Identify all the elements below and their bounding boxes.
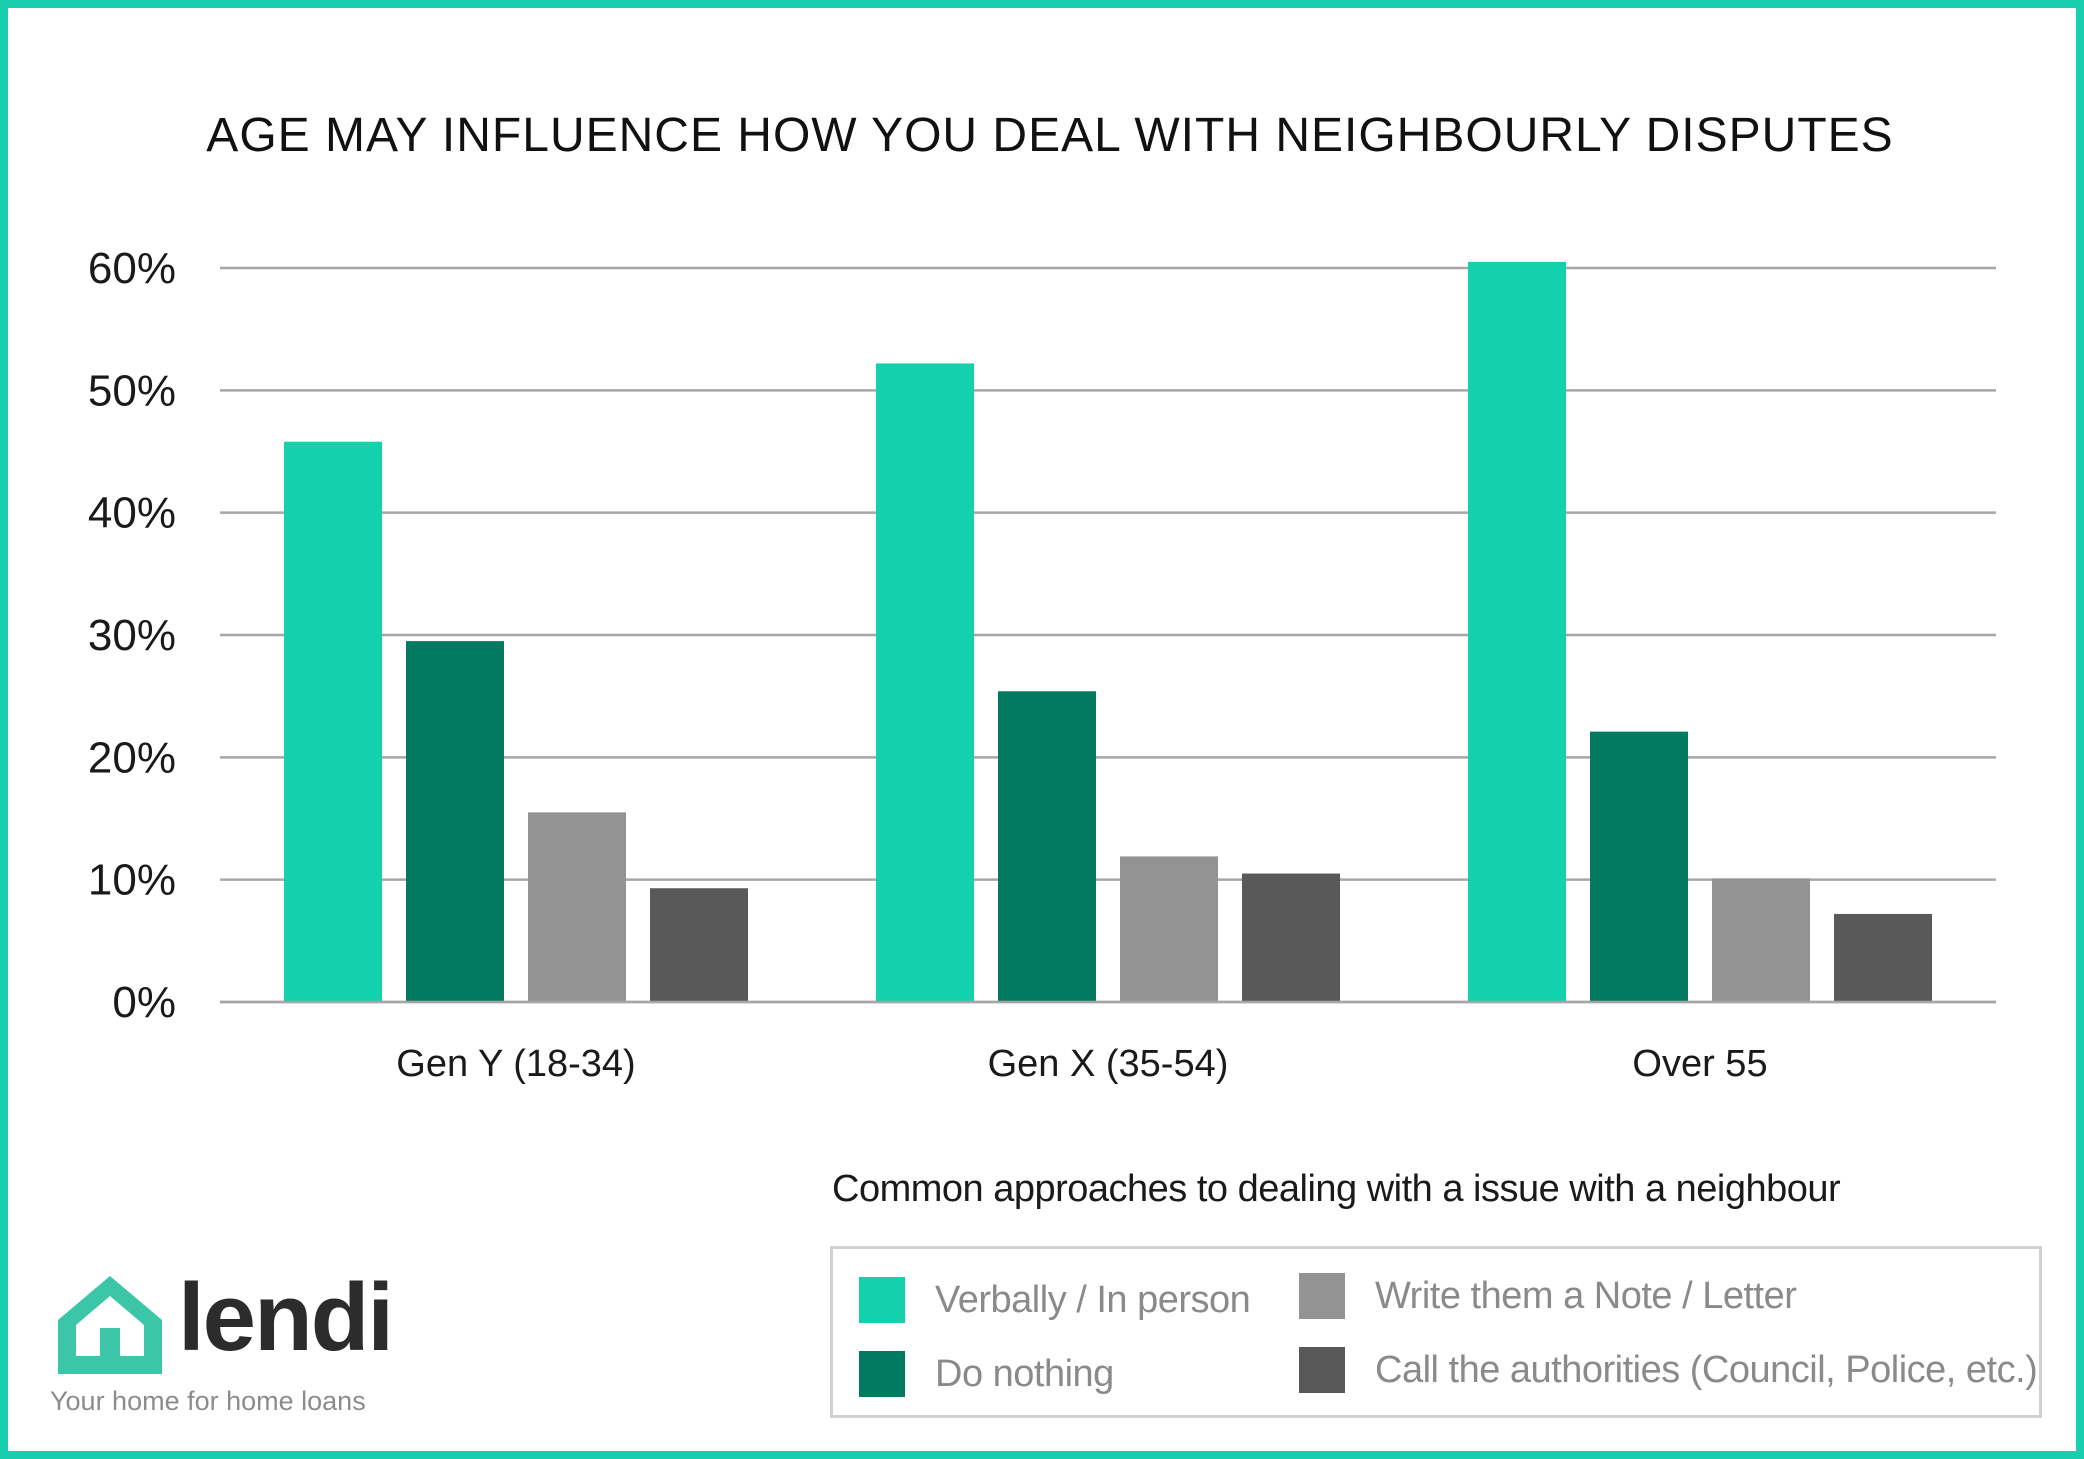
bar <box>1242 873 1340 1002</box>
y-tick-label: 40% <box>88 489 176 538</box>
logo-wordmark: lendi <box>178 1264 394 1371</box>
legend-item-write-note: Write them a Note / Letter <box>1299 1273 1797 1319</box>
legend-swatch-write-note <box>1299 1273 1345 1319</box>
bar <box>1468 261 1566 1003</box>
legend-label-write-note: Write them a Note / Letter <box>1375 1274 1797 1317</box>
legend-label-verbally: Verbally / In person <box>935 1278 1251 1321</box>
legend-item-verbally: Verbally / In person <box>859 1277 1251 1323</box>
y-tick-label: 30% <box>88 611 176 660</box>
y-tick-label: 10% <box>88 856 176 905</box>
bar <box>1712 878 1810 1002</box>
y-tick-label: 0% <box>112 978 176 1027</box>
legend-swatch-do-nothing <box>859 1351 905 1397</box>
legend-swatch-verbally <box>859 1277 905 1323</box>
bar <box>528 812 626 1002</box>
lendi-logo: lendi Your home for home loans <box>50 1270 410 1420</box>
legend-label-call-authorities: Call the authorities (Council, Police, e… <box>1375 1348 2038 1391</box>
bar <box>1834 913 1932 1002</box>
x-tick-label: Gen X (35-54) <box>988 1043 1229 1085</box>
bar <box>284 441 382 1002</box>
y-tick-label: 20% <box>88 733 176 782</box>
chart-title: AGE MAY INFLUENCE HOW YOU DEAL WITH NEIG… <box>206 109 1894 162</box>
legend-swatch-call-authorities <box>1299 1347 1345 1393</box>
x-tick-label: Gen Y (18-34) <box>396 1043 635 1085</box>
bar <box>1590 731 1688 1002</box>
house-icon <box>58 1276 162 1374</box>
bar <box>876 363 974 1002</box>
legend: Verbally / In person Do nothing Write th… <box>830 1246 2042 1418</box>
bar <box>1120 856 1218 1002</box>
bar <box>650 888 748 1002</box>
legend-title: Common approaches to dealing with a issu… <box>832 1168 1841 1210</box>
legend-item-call-authorities: Call the authorities (Council, Police, e… <box>1299 1347 2038 1393</box>
bar-chart: 0% 10% 20% 30% 40% 50% 60% Gen Y (18-34) Gen X (… <box>88 244 1996 1085</box>
x-tick-label: Over 55 <box>1632 1043 1767 1085</box>
legend-label-do-nothing: Do nothing <box>935 1352 1114 1395</box>
logo-tagline: Your home for home loans <box>50 1386 366 1416</box>
y-tick-label: 50% <box>88 366 176 415</box>
legend-item-do-nothing: Do nothing <box>859 1351 1114 1397</box>
bar <box>406 641 504 1002</box>
bar <box>998 691 1096 1002</box>
y-tick-label: 60% <box>88 244 176 293</box>
